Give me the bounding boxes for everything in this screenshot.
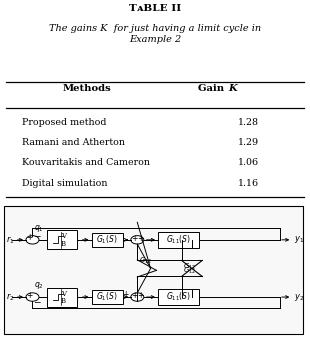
Text: $G_{12}$: $G_{12}$ xyxy=(183,261,196,272)
Text: +: + xyxy=(131,291,138,300)
Text: +: + xyxy=(122,290,129,299)
Text: $r_1$: $r_1$ xyxy=(7,234,15,245)
Text: $G_{11}(S)$: $G_{11}(S)$ xyxy=(166,234,191,246)
Circle shape xyxy=(26,293,39,301)
Text: $y_1$: $y_1$ xyxy=(294,234,304,245)
Text: B: B xyxy=(61,240,66,248)
Text: TᴀBLE II: TᴀBLE II xyxy=(129,4,181,13)
Circle shape xyxy=(131,293,144,301)
Circle shape xyxy=(131,236,144,244)
Text: V: V xyxy=(61,290,66,298)
Text: +: + xyxy=(26,234,33,242)
Text: 1.06: 1.06 xyxy=(237,158,259,167)
Text: 1.28: 1.28 xyxy=(237,118,259,127)
Text: $G_1(S)$: $G_1(S)$ xyxy=(96,234,118,246)
Bar xyxy=(91,233,122,247)
Bar xyxy=(158,232,199,248)
Text: $G_{12}$: $G_{12}$ xyxy=(183,265,196,276)
Text: Gain: Gain xyxy=(198,84,228,93)
Text: $q_1$: $q_1$ xyxy=(34,223,44,234)
Text: 1.29: 1.29 xyxy=(237,138,259,147)
Bar xyxy=(47,287,77,306)
Text: $y_2$: $y_2$ xyxy=(294,292,304,302)
Text: K: K xyxy=(228,84,237,93)
Text: B: B xyxy=(61,297,66,305)
Text: +: + xyxy=(131,234,138,243)
Text: −: − xyxy=(33,231,40,240)
Bar xyxy=(47,230,77,250)
Text: $r_2$: $r_2$ xyxy=(7,291,15,303)
Text: 1.16: 1.16 xyxy=(237,179,259,187)
Text: Methods: Methods xyxy=(62,84,111,93)
Text: Proposed method: Proposed method xyxy=(22,118,106,127)
Text: Kouvaritakis and Cameron: Kouvaritakis and Cameron xyxy=(22,158,150,167)
Circle shape xyxy=(26,236,39,244)
Text: Digital simulation: Digital simulation xyxy=(22,179,107,187)
Text: The gains K  for just having a limit cycle in
Example 2: The gains K for just having a limit cycl… xyxy=(49,24,261,44)
Text: Ramani and Atherton: Ramani and Atherton xyxy=(22,138,125,147)
Text: $q_2$: $q_2$ xyxy=(34,280,44,291)
Text: +: + xyxy=(26,291,33,300)
Bar xyxy=(158,289,199,305)
Text: $G_1(S)$: $G_1(S)$ xyxy=(96,291,118,303)
Text: +: + xyxy=(137,291,144,300)
Text: $G_{12}$: $G_{12}$ xyxy=(139,256,152,266)
Bar xyxy=(91,290,122,304)
Text: +: + xyxy=(137,234,144,243)
Text: $G_{11}(S)$: $G_{11}(S)$ xyxy=(166,291,191,303)
Text: V: V xyxy=(61,233,66,240)
Text: −: − xyxy=(33,297,40,306)
